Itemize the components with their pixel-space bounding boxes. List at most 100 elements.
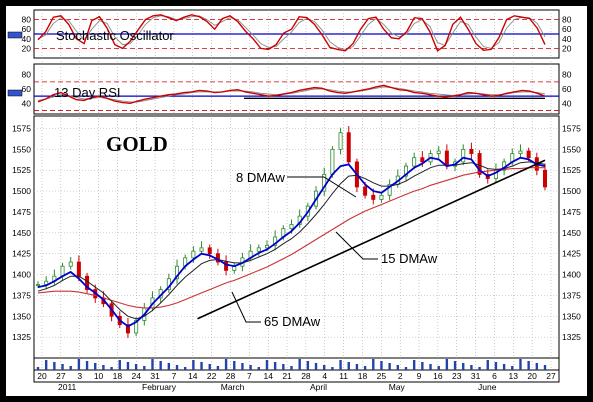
- chart-area: 20 27 3 10 18 24 31 7 14 22 28 7 14 21 28 4 11 18 25 2 9 16 23…: [4, 4, 589, 398]
- volume-bar: [241, 363, 244, 370]
- day-tick-label: 14: [188, 371, 198, 381]
- volume-bar: [44, 360, 48, 370]
- rsi-right-tick: 80: [562, 70, 572, 80]
- annotation-65dmaw: 65 DMAw: [264, 314, 321, 329]
- day-tick-label: 31: [471, 371, 481, 381]
- stochastic-right-tick: 60: [562, 24, 572, 34]
- price-left-tick: 1475: [12, 207, 31, 217]
- volume-bar: [314, 363, 318, 370]
- stochastic-legend-swatch: [7, 31, 23, 39]
- price-candle: [264, 244, 269, 249]
- volume-bar: [94, 363, 97, 370]
- rsi-legend-swatch: [7, 89, 23, 97]
- price-candle: [346, 132, 351, 163]
- rsi-panel: [33, 63, 560, 115]
- ma-15-line: [37, 161, 546, 320]
- day-tick-label: 11: [339, 371, 348, 381]
- volume-bar: [388, 363, 391, 370]
- price-right-tick: 1350: [562, 311, 581, 321]
- volume-bar: [339, 360, 342, 370]
- day-tick-label: 20: [527, 371, 537, 381]
- volume-bar: [323, 365, 326, 370]
- stochastic-right-tick: 40: [562, 34, 572, 44]
- volume-bar: [412, 360, 416, 370]
- volume-bar: [192, 360, 195, 370]
- volume-bar: [543, 365, 547, 370]
- annotation-65dmaw-leader: [231, 291, 261, 323]
- volume-bar: [118, 360, 121, 370]
- rsi-left-tick: 80: [22, 70, 32, 80]
- volume-bar: [249, 365, 252, 370]
- price-candle: [469, 148, 474, 154]
- price-candle: [175, 265, 180, 280]
- price-candle: [76, 261, 81, 277]
- price-right-tick: 1500: [562, 186, 581, 196]
- volume-bar: [437, 366, 440, 370]
- volume-bar: [511, 366, 514, 370]
- day-tick-label: 21: [282, 371, 292, 381]
- volume-bar: [69, 366, 72, 370]
- volume-bar: [306, 361, 310, 370]
- stochastic-label: Stochastic Oscillator: [56, 28, 174, 43]
- day-tick-label: 16: [433, 371, 443, 381]
- price-candle: [289, 224, 294, 230]
- day-tick-label: 6: [492, 371, 497, 381]
- price-candle: [330, 148, 335, 175]
- volume-bar: [134, 364, 138, 370]
- volume-bar: [85, 361, 89, 370]
- volume-bar: [396, 365, 400, 370]
- volume-bar: [208, 364, 211, 370]
- volume-bar: [421, 362, 424, 370]
- price-left-tick: 1525: [12, 165, 31, 175]
- day-tick-label: 14: [263, 371, 273, 381]
- rsi-line: [37, 84, 546, 105]
- rsi-right-tick: 40: [562, 98, 572, 108]
- price-candle: [518, 150, 523, 154]
- day-tick-label: 31: [150, 371, 160, 381]
- volume-bar: [224, 359, 228, 370]
- price-candle: [420, 157, 425, 163]
- price-candle: [256, 247, 261, 252]
- volume-bar: [355, 364, 359, 370]
- price-candle: [371, 194, 376, 200]
- price-candle: [338, 132, 343, 150]
- price-left-tick: 1325: [12, 332, 31, 342]
- volume-bar: [363, 366, 367, 370]
- price-candle: [322, 174, 327, 192]
- volume-bar: [143, 366, 146, 370]
- date-axis: [33, 369, 560, 383]
- price-right-tick: 1400: [562, 270, 581, 280]
- price-right-tick: 1550: [562, 144, 581, 154]
- annotation-8dmaw: 8 DMAw: [236, 170, 285, 185]
- stochastic-left-tick: 20: [22, 43, 32, 53]
- rsi-label: 13 Day RSI: [54, 85, 120, 100]
- volume-bar: [273, 362, 277, 370]
- price-right-tick: 1575: [562, 124, 581, 134]
- annotation-15dmaw: 15 DMAw: [381, 251, 438, 266]
- price-candle: [191, 250, 196, 259]
- stochastic-left-tick: 80: [22, 15, 32, 25]
- rsi-right-tick: 60: [562, 84, 572, 94]
- support-trendline: [197, 159, 546, 320]
- month-label: June: [478, 382, 497, 392]
- month-label: April: [310, 382, 327, 392]
- volume-bar: [331, 367, 334, 370]
- volume-bar: [462, 363, 465, 370]
- annotation-8dmaw-leader: [287, 176, 357, 198]
- volume-bar: [126, 362, 130, 370]
- month-label: February: [142, 382, 177, 392]
- volume-bar: [36, 367, 40, 370]
- volume-bar: [175, 365, 179, 370]
- volume-bar: [535, 363, 539, 370]
- price-candle: [199, 247, 204, 252]
- stochastic-k-line: [37, 14, 546, 52]
- stochastic-right-tick: 80: [562, 15, 572, 25]
- day-tick-label: 7: [247, 371, 252, 381]
- volume-bar: [183, 367, 187, 370]
- price-right-tick: 1375: [562, 290, 581, 300]
- month-label: May: [389, 382, 406, 392]
- price-left-tick: 1450: [12, 228, 31, 238]
- day-tick-label: 20: [37, 371, 47, 381]
- volume-bar: [265, 360, 269, 370]
